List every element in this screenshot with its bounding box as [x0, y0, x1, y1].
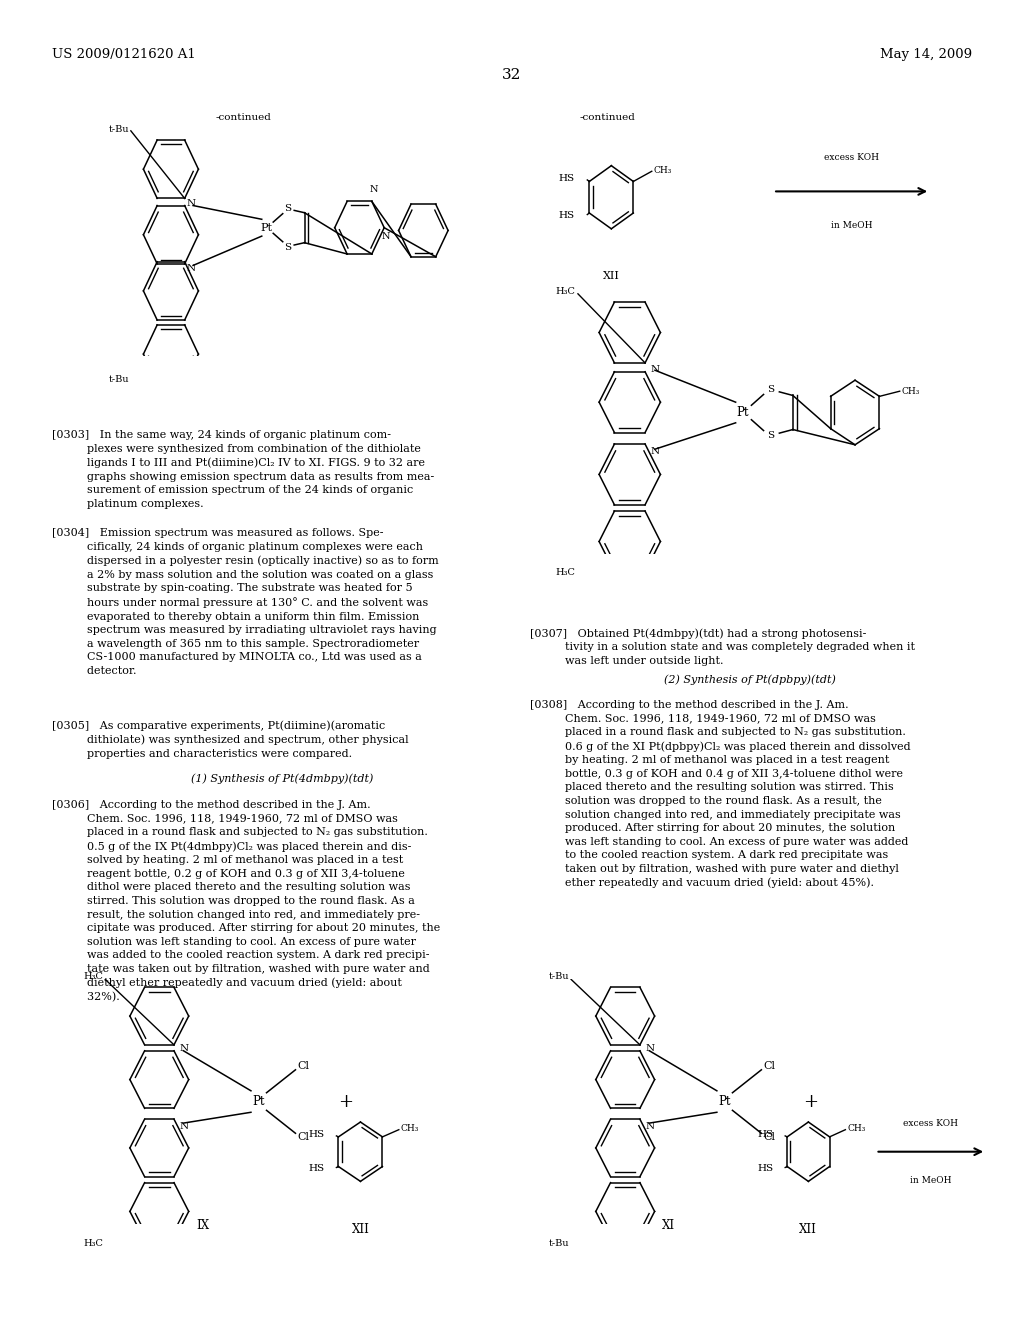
Text: [0307]   Obtained Pt(4dmbpy)(tdt) had a strong photosensi-
          tivity in a: [0307] Obtained Pt(4dmbpy)(tdt) had a st…	[530, 628, 915, 665]
Text: N: N	[186, 264, 196, 273]
Text: XII: XII	[351, 1224, 370, 1237]
Text: Cl: Cl	[764, 1131, 775, 1142]
Text: [0305]   As comparative experiments, Pt(diimine)(aromatic
          dithiolate) : [0305] As comparative experiments, Pt(di…	[52, 719, 409, 759]
Text: N: N	[186, 199, 196, 207]
Text: XII: XII	[603, 271, 620, 281]
Text: N: N	[645, 1122, 654, 1131]
Text: CH₃: CH₃	[400, 1125, 419, 1134]
Text: (1) Synthesis of Pt(4dmbpy)(tdt): (1) Synthesis of Pt(4dmbpy)(tdt)	[190, 774, 373, 784]
Text: H₃C: H₃C	[556, 286, 575, 296]
Text: N: N	[645, 1044, 654, 1053]
Text: [0303]   In the same way, 24 kinds of organic platinum com-
          plexes wer: [0303] In the same way, 24 kinds of orga…	[52, 430, 434, 508]
Text: HS: HS	[559, 174, 575, 183]
Text: HS: HS	[308, 1130, 325, 1139]
Text: US 2009/0121620 A1: US 2009/0121620 A1	[52, 48, 196, 61]
Text: H₃C: H₃C	[83, 1238, 103, 1247]
Text: N: N	[650, 364, 659, 374]
Text: Pt: Pt	[736, 407, 749, 418]
Text: S: S	[767, 432, 774, 441]
Text: excess KOH: excess KOH	[903, 1119, 958, 1127]
Text: Pt: Pt	[253, 1096, 265, 1107]
Text: May 14, 2009: May 14, 2009	[880, 48, 972, 61]
Text: 32: 32	[503, 69, 521, 82]
Text: Pt: Pt	[260, 223, 272, 232]
Text: HS: HS	[757, 1130, 773, 1139]
Text: -continued: -continued	[215, 114, 271, 121]
Text: [0308]   According to the method described in the J. Am.
          Chem. Soc. 19: [0308] According to the method described…	[530, 700, 910, 888]
Text: N: N	[650, 447, 659, 457]
Text: S: S	[284, 203, 291, 213]
Text: -continued: -continued	[580, 114, 635, 123]
Text: Cl: Cl	[298, 1131, 309, 1142]
Text: Pt: Pt	[719, 1096, 731, 1107]
Text: [0306]   According to the method described in the J. Am.
          Chem. Soc. 19: [0306] According to the method described…	[52, 800, 440, 1002]
Text: in MeOH: in MeOH	[830, 220, 872, 230]
Text: XII: XII	[800, 1224, 817, 1237]
Text: H₃C: H₃C	[556, 568, 575, 577]
Text: (2) Synthesis of Pt(dpbpy)(tdt): (2) Synthesis of Pt(dpbpy)(tdt)	[664, 675, 836, 685]
Text: N: N	[370, 185, 378, 194]
Text: N: N	[382, 232, 390, 242]
Text: CH₃: CH₃	[902, 387, 921, 396]
Text: Cl: Cl	[764, 1061, 775, 1072]
Text: CH₃: CH₃	[847, 1125, 865, 1134]
Text: Cl: Cl	[298, 1061, 309, 1072]
Text: S: S	[767, 385, 774, 393]
Text: t-Bu: t-Bu	[109, 125, 129, 133]
Text: HS: HS	[559, 211, 575, 220]
Text: N: N	[179, 1122, 188, 1131]
Text: excess KOH: excess KOH	[824, 153, 880, 161]
Text: IX: IX	[196, 1218, 209, 1232]
Text: N: N	[179, 1044, 188, 1053]
Text: +: +	[804, 1093, 818, 1110]
Text: S: S	[284, 243, 291, 252]
Text: [0304]   Emission spectrum was measured as follows. Spe-
          cifically, 24: [0304] Emission spectrum was measured as…	[52, 528, 438, 676]
Text: +: +	[338, 1093, 352, 1110]
Text: H₃C: H₃C	[83, 973, 103, 982]
Text: CH₃: CH₃	[653, 166, 672, 174]
Text: t-Bu: t-Bu	[549, 1238, 569, 1247]
Text: HS: HS	[757, 1164, 773, 1173]
Text: XI: XI	[662, 1218, 675, 1232]
Text: in MeOH: in MeOH	[910, 1176, 951, 1184]
Text: t-Bu: t-Bu	[549, 973, 569, 982]
Text: HS: HS	[308, 1164, 325, 1173]
Text: t-Bu: t-Bu	[109, 375, 129, 384]
